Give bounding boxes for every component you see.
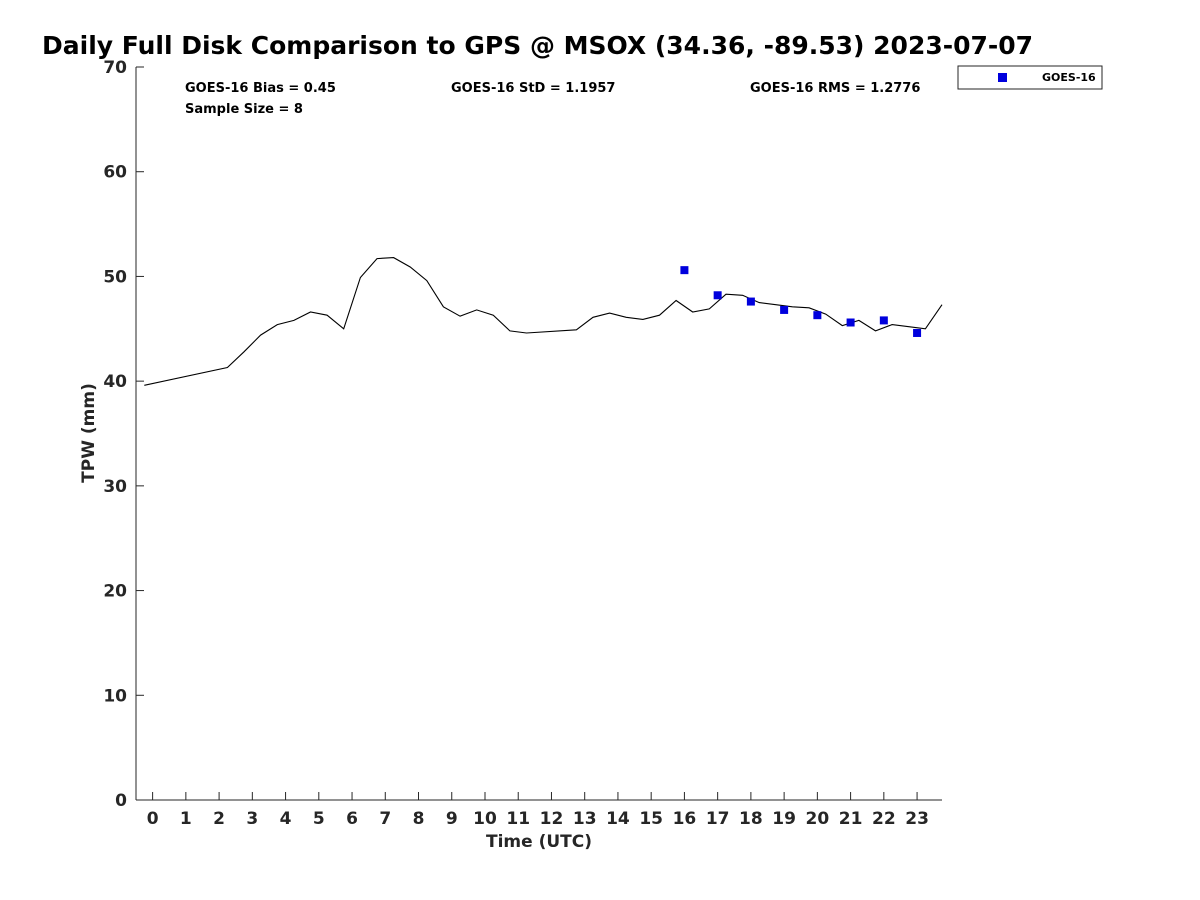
y-tick-label: 0: [115, 791, 127, 811]
y-ticks: 0 10 20 30 40 50 60 70: [103, 58, 144, 811]
x-tick-label: 0: [147, 809, 159, 829]
legend-label-goes16: GOES-16: [1042, 71, 1096, 84]
goes16-point: [813, 311, 822, 320]
x-tick-label: 8: [413, 809, 425, 829]
y-tick-label: 40: [103, 372, 127, 392]
rms-annotation: GOES-16 RMS = 1.2776: [750, 81, 920, 96]
bias-annotation: GOES-16 Bias = 0.45: [185, 81, 336, 96]
y-tick-label: 10: [103, 686, 127, 706]
x-tick-label: 13: [573, 809, 597, 829]
y-tick-label: 70: [103, 58, 127, 78]
x-tick-label: 11: [506, 809, 530, 829]
goes16-point: [713, 291, 722, 300]
x-tick-label: 1: [180, 809, 192, 829]
x-tick-label: 23: [905, 809, 929, 829]
x-tick-label: 22: [872, 809, 896, 829]
std-annotation: GOES-16 StD = 1.1957: [451, 81, 615, 96]
chart-title: Daily Full Disk Comparison to GPS @ MSOX…: [42, 31, 1033, 60]
x-tick-label: 19: [772, 809, 796, 829]
x-tick-label: 4: [280, 809, 292, 829]
x-tick-label: 12: [540, 809, 564, 829]
x-tick-label: 18: [739, 809, 763, 829]
x-tick-label: 5: [313, 809, 325, 829]
gps-tpw-line: [144, 257, 943, 386]
x-ticks: 0 1 2 3 4 5 6 7 8 9 10 11 12 13 14 15 16 17 18 19 20 21 22 23: [147, 792, 929, 829]
goes16-series: [680, 266, 922, 337]
legend: GOES-16: [957, 65, 1103, 90]
x-tick-label: 3: [246, 809, 258, 829]
x-tick-label: 15: [639, 809, 663, 829]
x-tick-label: 20: [806, 809, 830, 829]
goes16-point: [879, 316, 888, 325]
x-tick-label: 9: [446, 809, 458, 829]
y-tick-label: 20: [103, 582, 127, 602]
x-tick-label: 16: [673, 809, 697, 829]
x-tick-label: 17: [706, 809, 730, 829]
goes16-point: [846, 318, 855, 327]
gps-series: [144, 257, 943, 386]
y-tick-label: 60: [103, 163, 127, 183]
goes16-point: [913, 328, 922, 337]
stats-annotations: GOES-16 Bias = 0.45 GOES-16 StD = 1.1957…: [185, 81, 920, 117]
goes16-point: [680, 266, 689, 275]
y-axis-label: TPW (mm): [79, 383, 99, 483]
x-tick-label: 21: [839, 809, 863, 829]
x-axis-label: Time (UTC): [486, 832, 592, 852]
x-tick-label: 7: [379, 809, 391, 829]
x-tick-label: 10: [473, 809, 497, 829]
legend-box: [957, 65, 1103, 90]
x-tick-label: 6: [346, 809, 358, 829]
y-tick-label: 50: [103, 267, 127, 287]
y-tick-label: 30: [103, 477, 127, 497]
sample-size-annotation: Sample Size = 8: [185, 102, 303, 117]
x-tick-label: 2: [213, 809, 225, 829]
goes16-point: [746, 297, 755, 306]
x-tick-label: 14: [606, 809, 630, 829]
legend-marker-goes16: [998, 73, 1007, 82]
goes16-point: [780, 305, 789, 314]
